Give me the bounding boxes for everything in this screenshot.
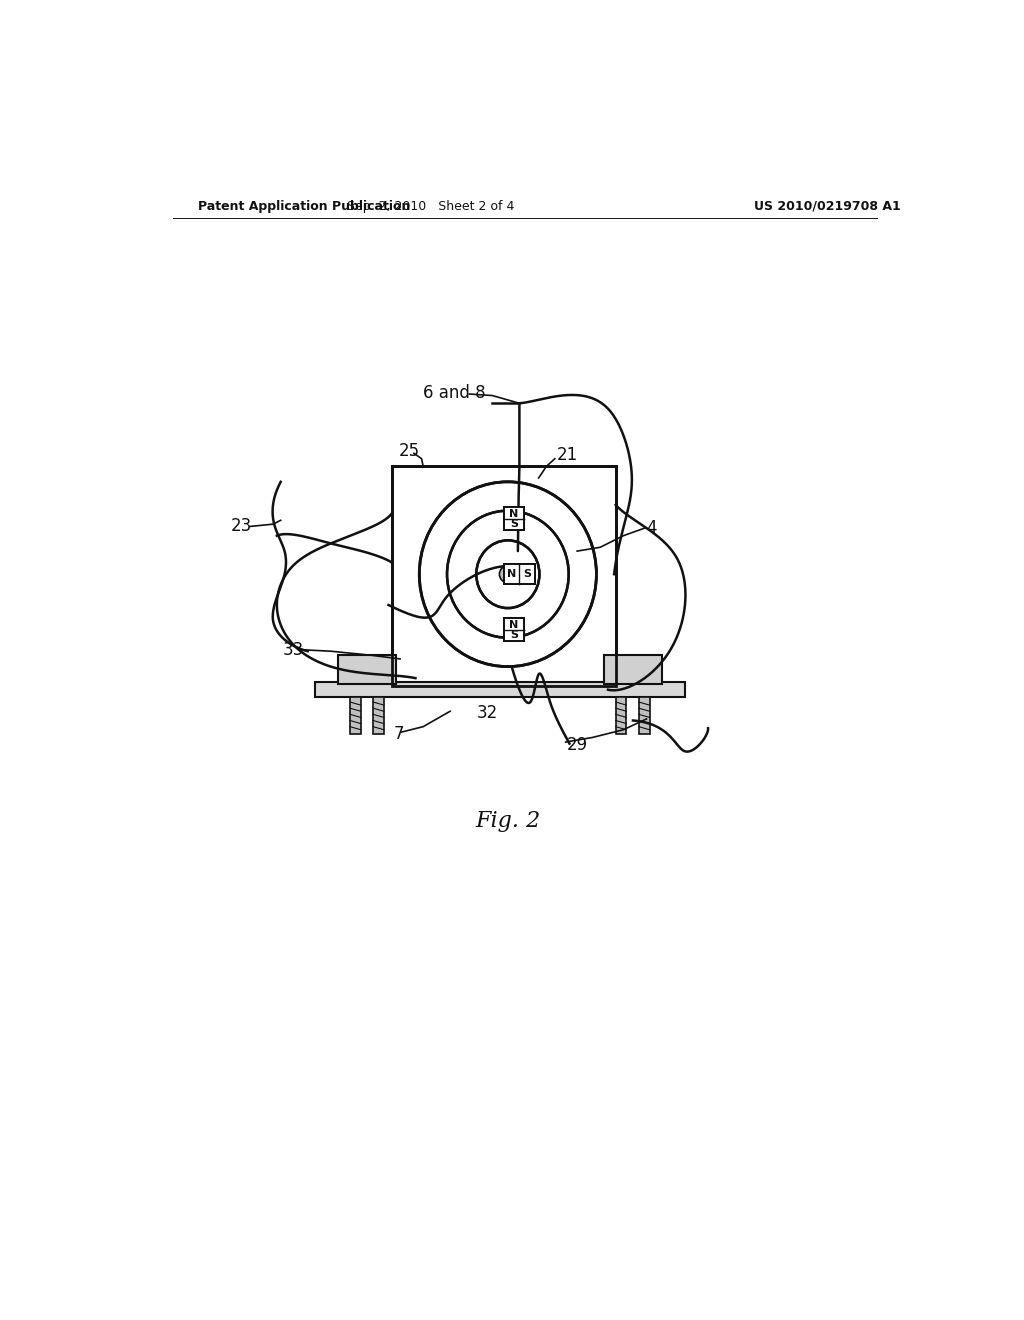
Text: US 2010/0219708 A1: US 2010/0219708 A1 (755, 199, 901, 213)
Text: Patent Application Publication: Patent Application Publication (199, 199, 411, 213)
Bar (604, 655, 662, 684)
Text: N: N (509, 619, 518, 630)
Bar (504, 618, 524, 642)
Text: S: S (523, 569, 531, 579)
Bar (504, 507, 524, 531)
Bar (504, 618, 524, 642)
Bar (315, 682, 685, 697)
Bar (504, 564, 535, 585)
Bar (350, 697, 360, 734)
Text: S: S (510, 519, 518, 529)
Text: N: N (509, 508, 518, 519)
Text: N: N (509, 619, 518, 630)
Text: 4: 4 (646, 519, 657, 537)
Ellipse shape (476, 540, 540, 609)
Bar (615, 697, 627, 734)
Bar (639, 697, 649, 734)
Ellipse shape (419, 482, 596, 667)
Text: Fig. 2: Fig. 2 (475, 809, 541, 832)
Text: 7: 7 (394, 726, 404, 743)
Text: 21: 21 (556, 446, 578, 463)
Bar (339, 655, 396, 684)
Text: N: N (507, 569, 516, 579)
Text: S: S (510, 519, 518, 529)
Text: S: S (510, 630, 518, 640)
Text: S: S (523, 569, 531, 579)
Text: 33: 33 (283, 640, 304, 659)
Text: Sep. 2, 2010   Sheet 2 of 4: Sep. 2, 2010 Sheet 2 of 4 (347, 199, 514, 213)
Bar (504, 564, 535, 585)
Bar (392, 466, 615, 686)
Text: 32: 32 (477, 704, 499, 722)
Text: N: N (509, 508, 518, 519)
Text: 29: 29 (567, 737, 588, 754)
Bar (504, 507, 524, 531)
Bar (392, 466, 615, 686)
Text: S: S (510, 630, 518, 640)
Text: N: N (507, 569, 516, 579)
Text: 6 and 8: 6 and 8 (423, 384, 485, 403)
Text: 23: 23 (230, 517, 252, 536)
Bar (373, 697, 384, 734)
Ellipse shape (500, 566, 516, 582)
Ellipse shape (447, 511, 568, 638)
Text: 25: 25 (398, 442, 420, 459)
